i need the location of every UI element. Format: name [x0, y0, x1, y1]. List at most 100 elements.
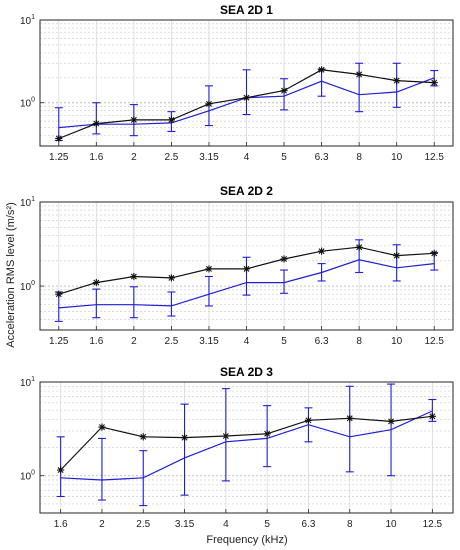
y-tick-exponent: 0 [31, 470, 35, 477]
series-blue [54, 239, 439, 322]
asterisk-marker [430, 79, 438, 87]
x-tick-label: 1.25 [49, 336, 69, 347]
asterisk-marker [428, 412, 436, 420]
x-tick-label: 4 [223, 519, 229, 530]
asterisk-marker [387, 417, 395, 425]
x-tick-label: 1.6 [54, 519, 68, 530]
y-tick-exponent: 1 [31, 14, 35, 21]
asterisk-marker [92, 278, 100, 287]
asterisk-marker [355, 243, 363, 251]
x-tick-label: 6.3 [315, 336, 329, 347]
chart-title: SEA 2D 3 [220, 365, 273, 379]
x-tick-label: 3.15 [199, 152, 219, 163]
x-tick-label: 8 [356, 152, 362, 163]
x-tick-label: 5 [264, 519, 270, 530]
series-black [55, 243, 438, 298]
y-tick-base: 10 [20, 378, 32, 389]
asterisk-marker [98, 423, 106, 431]
y-tick-base: 10 [20, 282, 32, 293]
asterisk-marker [304, 416, 313, 424]
chart-panel-1: SEA 2D 11.25 1.6 2 2.5 3.15 4 5 6.3 8 10 12.510010… [20, 3, 454, 163]
x-tick-label: 12.5 [424, 336, 444, 347]
y-tick-base: 10 [20, 99, 32, 110]
asterisk-marker [242, 94, 251, 102]
x-tick-label: 2.5 [136, 519, 150, 530]
x-axis-label: Frequency (kHz) [206, 534, 287, 546]
asterisk-marker [430, 249, 438, 257]
y-tick-label: 100 [20, 97, 35, 110]
x-tick-label: 10 [385, 519, 397, 530]
series-line [58, 259, 435, 309]
asterisk-marker [130, 272, 138, 281]
chart-panels: SEA 2D 11.25 1.6 2 2.5 3.15 4 5 6.3 8 10 12.510010… [20, 3, 454, 530]
asterisk-marker [205, 265, 213, 273]
x-tick-label: 2.5 [164, 152, 178, 163]
asterisk-marker [280, 255, 288, 263]
x-tick-label: 2 [131, 152, 137, 163]
x-tick-label: 12.5 [424, 152, 444, 163]
x-tick-label: 3.15 [175, 519, 195, 530]
y-axis-label: Acceleration RMS level (m/s²) [5, 202, 17, 347]
chart-title: SEA 2D 1 [220, 3, 273, 17]
series-line [60, 415, 433, 471]
asterisk-marker [180, 434, 189, 442]
asterisk-marker [393, 77, 401, 85]
asterisk-marker [55, 290, 63, 298]
asterisk-marker [280, 87, 288, 95]
y-tick-exponent: 0 [31, 280, 35, 287]
x-tick-label: 8 [356, 336, 362, 347]
asterisk-marker [167, 274, 176, 282]
asterisk-marker [55, 134, 63, 143]
x-tick-label: 5 [281, 336, 287, 347]
asterisk-marker [92, 119, 100, 128]
x-tick-label: 1.6 [89, 152, 103, 163]
y-tick-label: 101 [20, 14, 35, 27]
asterisk-marker [167, 116, 176, 124]
asterisk-marker [355, 70, 363, 79]
x-tick-label: 6.3 [301, 519, 315, 530]
y-tick-exponent: 1 [31, 196, 35, 203]
x-tick-label: 2 [131, 336, 137, 347]
y-tick-exponent: 1 [31, 376, 35, 383]
x-tick-label: 1.25 [49, 152, 69, 163]
asterisk-marker [263, 430, 271, 438]
y-tick-label: 101 [20, 196, 35, 209]
asterisk-marker [317, 247, 326, 255]
x-tick-label: 6.3 [315, 152, 329, 163]
series-black [57, 412, 436, 474]
x-tick-label: 5 [281, 152, 287, 163]
asterisk-marker [222, 432, 230, 440]
chart-panel-2: SEA 2D 21.25 1.6 2 2.5 3.15 4 5 6.3 8 10 12.510010… [20, 184, 454, 347]
x-tick-label: 3.15 [199, 336, 219, 347]
y-tick-label: 101 [20, 376, 35, 389]
series-blue [56, 383, 437, 507]
y-tick-label: 100 [20, 280, 35, 293]
x-tick-label: 8 [347, 519, 353, 530]
asterisk-marker [139, 433, 147, 441]
chart-title: SEA 2D 2 [220, 184, 273, 198]
x-tick-label: 4 [244, 152, 250, 163]
x-tick-label: 2 [99, 519, 105, 530]
series-black [55, 66, 438, 143]
y-tick-base: 10 [20, 198, 32, 209]
x-tick-label: 2.5 [164, 336, 178, 347]
y-tick-base: 10 [20, 16, 32, 27]
series-line [60, 410, 433, 481]
y-tick-exponent: 0 [31, 97, 35, 104]
asterisk-marker [242, 265, 251, 273]
asterisk-marker [317, 66, 326, 74]
asterisk-marker [130, 116, 138, 124]
x-tick-label: 10 [391, 152, 403, 163]
asterisk-marker [393, 252, 401, 260]
asterisk-marker [57, 466, 65, 474]
asterisk-marker [205, 100, 213, 108]
y-tick-base: 10 [20, 472, 32, 483]
x-tick-label: 10 [391, 336, 403, 347]
x-tick-label: 4 [244, 336, 250, 347]
x-tick-label: 12.5 [423, 519, 443, 530]
asterisk-marker [346, 414, 354, 422]
plot-frame [39, 381, 454, 514]
x-tick-label: 1.6 [89, 336, 103, 347]
